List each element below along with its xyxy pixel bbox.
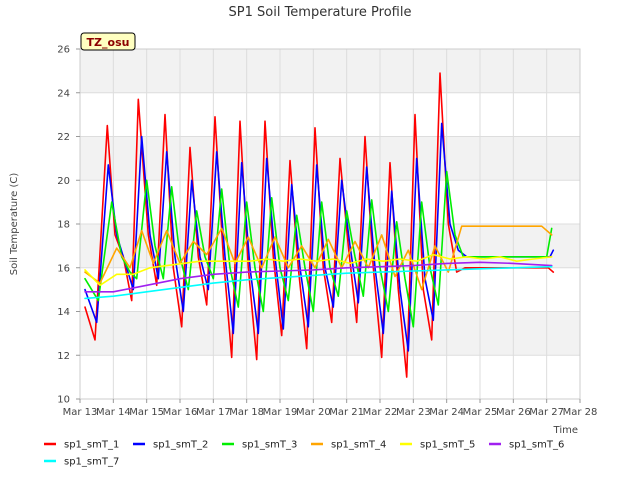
x-tick-label: Mar 28 [563, 407, 598, 418]
x-tick-label: Mar 22 [363, 407, 398, 418]
x-tick-label: Mar 13 [63, 407, 98, 418]
legend-item-sp1_smT_6: sp1_smT_6 [489, 440, 564, 451]
y-tick-label: 26 [57, 45, 70, 56]
x-tick-label: Mar 16 [163, 407, 198, 418]
series-lines [84, 72, 555, 378]
x-tick-label: Mar 15 [129, 407, 164, 418]
x-tick-label: Mar 21 [329, 407, 364, 418]
x-tick-label: Mar 19 [263, 407, 298, 418]
legend-item-sp1_smT_1: sp1_smT_1 [44, 440, 119, 451]
y-tick-label: 20 [57, 176, 70, 187]
y-tick-label: 10 [57, 395, 70, 406]
y-tick-label: 16 [57, 263, 70, 274]
x-tick-label: Mar 18 [229, 407, 264, 418]
legend-label: sp1_smT_6 [509, 440, 564, 451]
x-tick-label: Mar 27 [529, 407, 564, 418]
y-tick-label: 12 [57, 351, 70, 362]
x-tick-label: Mar 25 [463, 407, 498, 418]
y-axis-ticks: 10 12 14 16 18 20 22 24 26 [57, 45, 80, 406]
timezone-annotation-box [80, 32, 136, 51]
legend: sp1_smT_1 sp1_smT_2 sp1_smT_3 sp1_smT_4 sp1_… [44, 440, 564, 468]
legend-label: sp1_smT_3 [242, 440, 297, 451]
legend-item-sp1_smT_7: sp1_smT_7 [44, 457, 119, 468]
legend-item-sp1_smT_4: sp1_smT_4 [311, 440, 386, 451]
plot-band [80, 49, 580, 93]
x-tick-label: Mar 14 [96, 407, 131, 418]
plot-band [80, 136, 580, 181]
legend-item-sp1_smT_3: sp1_smT_3 [222, 440, 297, 451]
legend-label: sp1_smT_5 [420, 440, 475, 451]
y-tick-label: 24 [57, 88, 70, 99]
series-line-sp1_smT_6 [84, 261, 553, 293]
x-tick-label: Mar 23 [396, 407, 431, 418]
x-tick-label: Mar 26 [496, 407, 531, 418]
x-tick-label: Mar 17 [196, 407, 231, 418]
legend-label: sp1_smT_4 [331, 440, 386, 451]
y-axis-label: Soil Temperature (C) [9, 173, 20, 276]
timezone-annotation: TZ_osu [80, 32, 136, 51]
timezone-annotation-text: TZ_osu [87, 36, 130, 49]
legend-label: sp1_smT_2 [153, 440, 208, 451]
legend-item-sp1_smT_2: sp1_smT_2 [133, 440, 208, 451]
y-tick-label: 18 [57, 220, 70, 231]
plot-band [80, 224, 580, 268]
legend-label: sp1_smT_7 [64, 457, 119, 468]
legend-item-sp1_smT_5: sp1_smT_5 [400, 440, 475, 451]
y-tick-label: 14 [57, 307, 70, 318]
plot-band [80, 311, 580, 356]
y-tick-label: 22 [57, 132, 70, 143]
series-line-sp1_smT_5 [84, 253, 553, 287]
series-line-sp1_smT_3 [84, 170, 553, 328]
chart-title: SP1 Soil Temperature Profile [229, 5, 412, 20]
x-tick-label: Mar 20 [296, 407, 331, 418]
legend-label: sp1_smT_1 [64, 440, 119, 451]
series-line-sp1_smT_7 [84, 265, 553, 300]
x-axis-label: Time [553, 425, 578, 436]
x-tick-label: Mar 24 [429, 407, 464, 418]
series-line-sp1_smT_4 [84, 225, 553, 291]
